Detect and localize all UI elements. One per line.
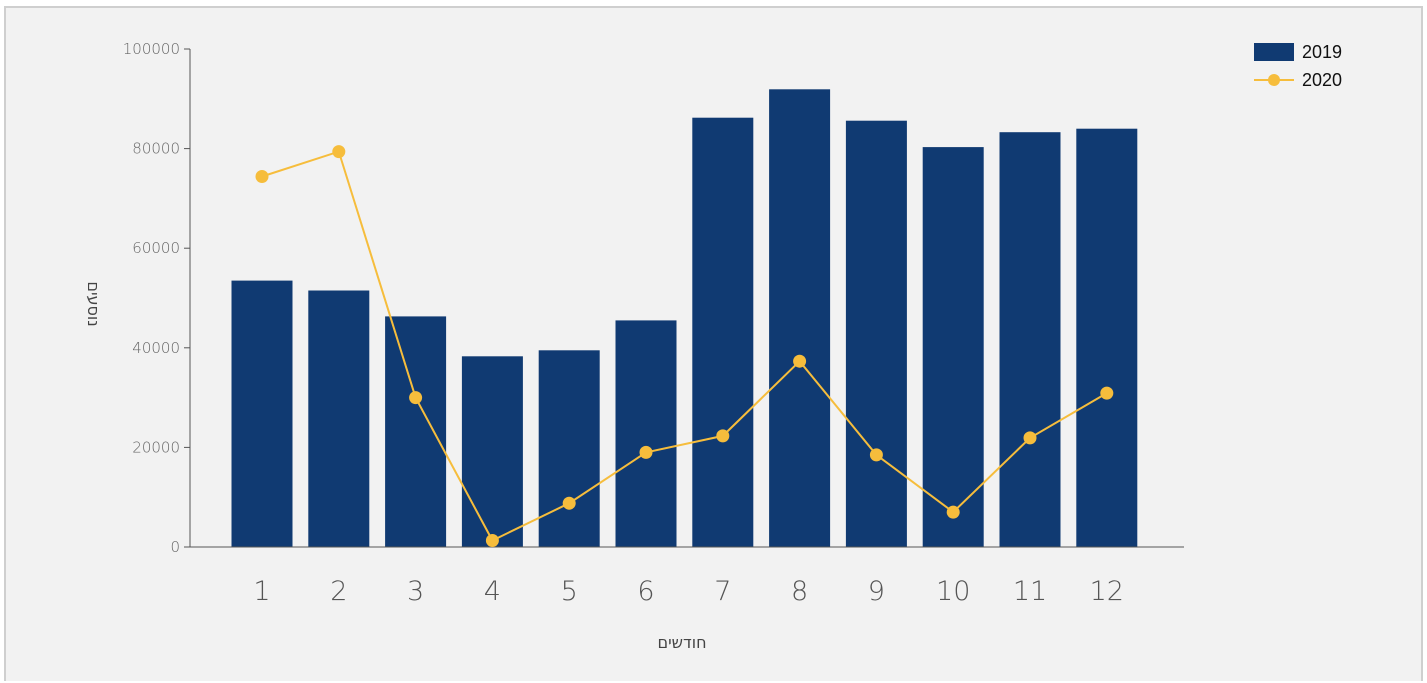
x-tick-label: 9	[868, 576, 885, 607]
x-tick-label: 6	[637, 576, 654, 607]
point-2020-8	[793, 354, 807, 368]
bar-2019-1	[231, 280, 293, 547]
y-tick-label: 60000	[132, 239, 180, 257]
bar-2019-8	[769, 89, 831, 548]
y-axis-title: נוסעים	[84, 281, 103, 326]
bar-2019-4	[461, 356, 523, 547]
point-2020-2	[332, 145, 346, 159]
bar-2019-7	[692, 117, 754, 547]
legend-label-2020: 2020	[1302, 70, 1342, 90]
bar-2019-2	[308, 290, 370, 547]
bar-2019-10	[922, 147, 984, 547]
point-2020-1	[255, 170, 269, 183]
bar-2019-5	[538, 350, 600, 547]
y-tick-label: 80000	[132, 140, 180, 158]
bars-2019	[231, 89, 1138, 548]
x-tick-label: 10	[936, 576, 970, 607]
x-tick-label: 12	[1090, 576, 1124, 607]
bar-2019-3	[385, 316, 447, 547]
legend-swatch-2019	[1254, 43, 1294, 61]
point-2020-7	[716, 429, 730, 443]
y-tick-label: 100000	[123, 40, 180, 58]
legend-marker-2020	[1268, 74, 1280, 86]
bar-2019-6	[615, 320, 677, 547]
x-tick-label: 4	[484, 576, 501, 607]
bar-2019-12	[1076, 128, 1138, 547]
legend-label-2019: 2019	[1302, 42, 1342, 62]
x-axis-title: חודשים	[657, 633, 706, 652]
x-tick-label: 8	[791, 576, 808, 607]
x-tick-label: 7	[714, 576, 731, 607]
x-tick-label: 11	[1013, 576, 1047, 607]
point-2020-12	[1100, 386, 1114, 400]
x-tick-label: 5	[561, 576, 578, 607]
bar-2019-9	[845, 120, 907, 547]
line-2020	[255, 145, 1114, 547]
point-2020-11	[1023, 431, 1037, 445]
point-2020-6	[639, 445, 653, 459]
y-tick-label: 0	[170, 538, 180, 556]
point-2020-3	[409, 391, 423, 405]
point-2020-9	[869, 448, 883, 462]
legend: 2019 2020	[1254, 42, 1342, 90]
x-tick-label: 3	[407, 576, 424, 607]
point-2020-5	[562, 496, 576, 510]
chart-panel: 0 20000 40000 60000 80000 100000 1 2 3 4 5 6 7 8 9 10 11…	[4, 6, 1423, 681]
x-tick-label: 2	[330, 576, 347, 607]
point-2020-4	[485, 534, 499, 547]
y-tick-label: 40000	[132, 339, 180, 357]
line-2020-path	[261, 150, 1108, 542]
x-tick-label: 1	[253, 576, 270, 607]
bar-2019-11	[999, 132, 1061, 547]
y-tick-label: 20000	[132, 438, 180, 456]
point-2020-10	[946, 505, 960, 519]
